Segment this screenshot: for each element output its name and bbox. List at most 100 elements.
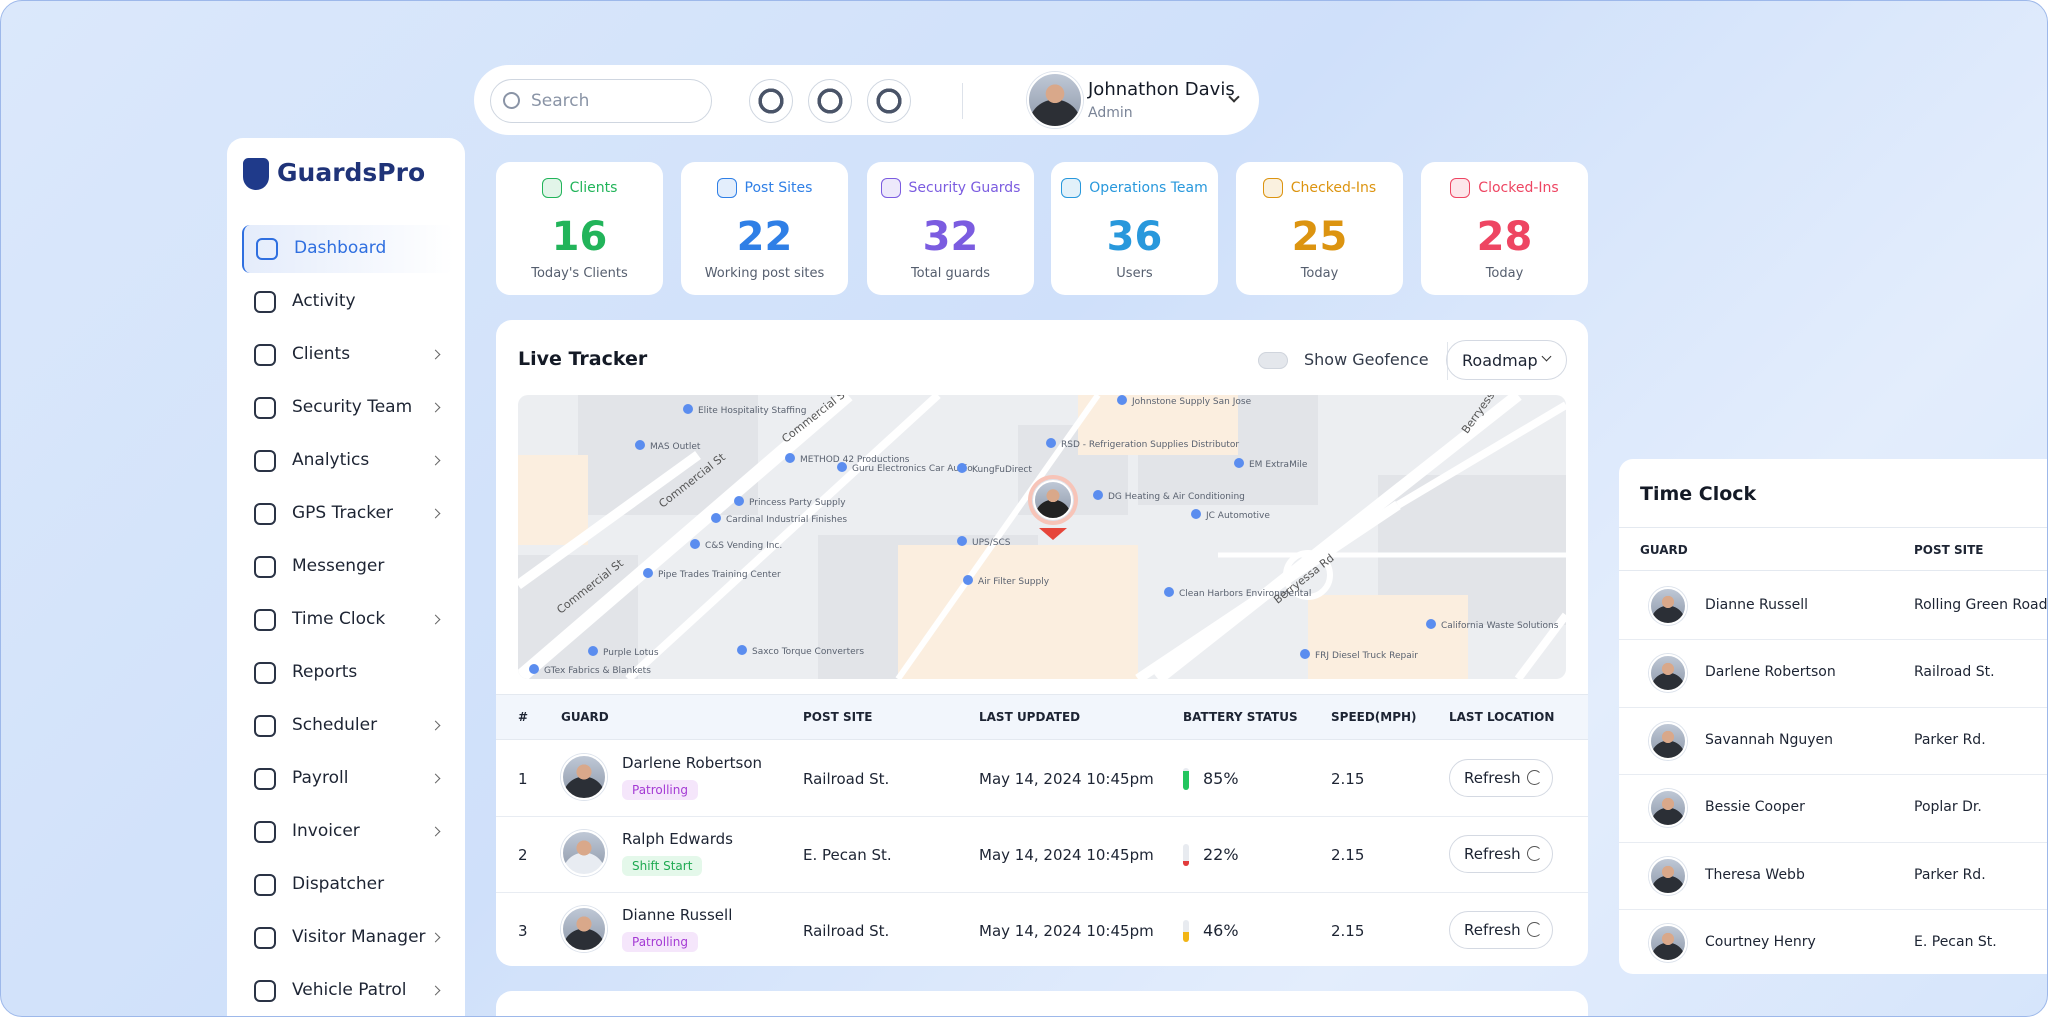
geofence-toggle[interactable] [1258, 352, 1288, 369]
top-bar: Search Johnathon Davis Admin [474, 65, 1259, 135]
map-canvas: Elite Hospitality Staffing MAS Outlet METH… [518, 395, 1566, 679]
map-pin [1234, 458, 1244, 468]
tc-post-site: Railroad St. [1914, 664, 1995, 681]
user-name: Johnathon Davis [1088, 79, 1235, 100]
map-roundabout [1283, 550, 1333, 600]
map: Elite Hospitality Staffing MAS Outlet METH… [518, 395, 1566, 679]
battery-value: 46% [1203, 921, 1239, 940]
nav-item[interactable]: Vehicle Patrol [242, 967, 454, 1015]
nav-label: Visitor Manager [292, 927, 426, 947]
column-header: # [518, 710, 529, 724]
tc-post-site: Parker Rd. [1914, 866, 1986, 883]
map-label: KungFuDirect [972, 465, 1032, 475]
stat-icon [880, 178, 901, 198]
post-site: E. Pecan St. [803, 846, 892, 864]
tc-guard: Savannah Nguyen [1705, 731, 1833, 748]
map-pin [1046, 438, 1056, 448]
map-label: METHOD 42 Productions [800, 455, 910, 465]
map-pin [785, 453, 795, 463]
info-button[interactable] [808, 79, 852, 123]
row-divider [496, 816, 1588, 817]
nav-label: Reports [292, 662, 358, 682]
map-label: Pipe Trades Training Center [658, 570, 781, 580]
nav-item[interactable]: Security Team [242, 384, 454, 432]
nav-item[interactable]: GPS Tracker [242, 490, 454, 538]
nav-label: Dashboard [294, 238, 387, 258]
stat-caption: Today's Clients [531, 266, 628, 281]
battery-value: 22% [1203, 845, 1239, 864]
nav-icon [254, 715, 276, 737]
nav-item[interactable]: Invoicer [242, 808, 454, 856]
avatar [561, 830, 607, 876]
stat-title: Post Sites [744, 180, 813, 196]
refresh-button[interactable]: Refresh [1449, 835, 1553, 873]
row-divider [1619, 639, 2047, 641]
refresh-button[interactable]: Refresh [1449, 911, 1553, 949]
tc-post-site: Poplar Dr. [1914, 799, 1982, 816]
refresh-icon [1527, 922, 1542, 937]
map-pin [734, 496, 744, 506]
nav-chevron [430, 508, 441, 519]
nav-item[interactable]: Scheduler [242, 702, 454, 750]
nav-label: Invoicer [292, 821, 360, 841]
nav-chevron [430, 349, 441, 360]
nav-item[interactable]: Dispatcher [242, 861, 454, 909]
stat-value: 22 [736, 214, 793, 260]
map-mode-label: Roadmap [1462, 351, 1538, 370]
tc-post-site: Rolling Green Road. [1914, 597, 2048, 613]
nav-icon [254, 556, 276, 578]
battery-fill [1183, 931, 1189, 942]
map-road [1135, 500, 1401, 679]
refresh-button[interactable]: Refresh [1449, 759, 1553, 797]
status-tag: Patrolling [622, 932, 698, 952]
map-label: California Waste Solutions [1441, 621, 1559, 631]
map-pin [1191, 509, 1201, 519]
nav-item[interactable]: Time Clock [242, 596, 454, 644]
nav-item[interactable]: Messenger [242, 543, 454, 591]
avatar [1649, 924, 1687, 962]
avatar [1649, 789, 1687, 828]
avatar [1649, 721, 1687, 760]
divider [962, 83, 963, 119]
stat-title: Clients [569, 180, 618, 196]
nav-item[interactable]: Clients [242, 331, 454, 379]
map-mode-select[interactable]: Roadmap [1446, 340, 1567, 380]
map-pin [1164, 587, 1174, 597]
weather-button[interactable] [867, 79, 911, 123]
map-pin [529, 664, 539, 674]
map-road [625, 395, 941, 679]
stat-icon [1450, 178, 1471, 198]
last-updated: May 14, 2024 10:45pm [979, 770, 1154, 788]
notifications-button[interactable] [749, 79, 793, 123]
stat-icon [1262, 178, 1283, 198]
nav-item[interactable]: Reports [242, 649, 454, 697]
nav-item[interactable]: Payroll [242, 755, 454, 803]
map-pin [957, 536, 967, 546]
nav-item[interactable]: Activity [242, 278, 454, 326]
stat-card: Clocked-Ins 28 Today [1421, 162, 1588, 295]
nav-label: Payroll [292, 768, 349, 788]
tc-guard: Theresa Webb [1705, 866, 1805, 883]
nav-item[interactable]: Visitor Manager [242, 914, 454, 962]
row-index: 1 [518, 770, 528, 788]
tc-guard: Courtney Henry [1705, 934, 1816, 950]
map-label: Princess Party Supply [749, 498, 846, 508]
last-updated: May 14, 2024 10:45pm [979, 922, 1154, 940]
refresh-icon [1527, 846, 1542, 861]
avatar [1033, 480, 1073, 520]
column-header: SPEED(MPH) [1331, 710, 1417, 724]
search-box[interactable]: Search [490, 79, 712, 123]
nav-label: GPS Tracker [292, 503, 393, 523]
refresh-label: Refresh [1464, 921, 1521, 939]
stat-value: 16 [551, 214, 608, 260]
map-pin [588, 646, 598, 656]
nav-item[interactable]: Analytics [242, 437, 454, 485]
map-pin [635, 440, 645, 450]
avatar [561, 754, 607, 800]
nav-icon [254, 344, 276, 366]
nav-label: Dispatcher [292, 874, 385, 894]
nav-item[interactable]: Dashboard [242, 225, 454, 273]
nav-icon [254, 874, 276, 896]
map-label: RSD - Refrigeration Supplies Distributor [1061, 440, 1239, 450]
